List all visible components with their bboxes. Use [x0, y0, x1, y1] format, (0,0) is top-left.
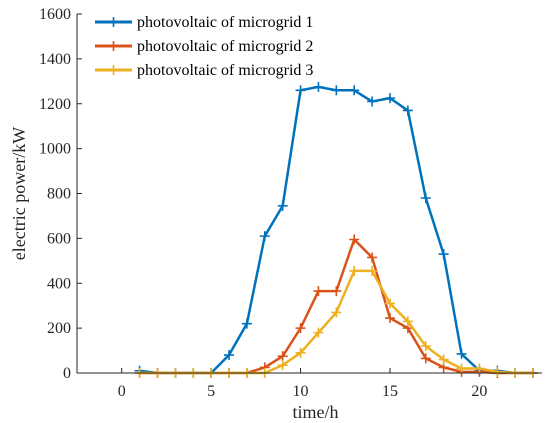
y-tick-label: 600: [47, 230, 71, 247]
data-point: [402, 105, 413, 116]
y-tick-label: 200: [47, 320, 71, 337]
y-tick-label: 800: [47, 186, 71, 203]
legend-marker-2: [108, 41, 119, 51]
data-point: [277, 200, 288, 211]
x-axis-ticks: 0 5 10 15 20: [118, 368, 487, 400]
data-point: [295, 347, 306, 358]
data-point: [384, 298, 395, 309]
y-axis-ticks: 0 200 400 600 800 1000 1200 1400 1600: [39, 6, 82, 382]
data-point: [313, 81, 324, 92]
data-point: [367, 265, 378, 276]
x-tick-label: 5: [207, 383, 215, 400]
x-axis-label: time/h: [293, 402, 339, 422]
legend-marker-1: [108, 17, 119, 27]
data-point: [349, 234, 360, 245]
x-tick-label: 0: [118, 383, 126, 400]
data-point: [277, 360, 288, 371]
series-2: [134, 234, 539, 378]
data-point: [349, 265, 360, 276]
x-tick-label: 20: [471, 383, 487, 400]
data-point: [420, 192, 431, 203]
series-line-1: [139, 85, 534, 375]
y-axis-label: electric power/kW: [9, 127, 29, 260]
series-layer: [134, 81, 539, 378]
data-point: [420, 341, 431, 352]
data-point: [438, 354, 449, 365]
series-line-2: [139, 238, 534, 375]
y-tick-label: 400: [47, 275, 71, 292]
y-tick-label: 1600: [39, 6, 71, 23]
data-point: [384, 93, 395, 104]
data-point: [438, 249, 449, 260]
data-point: [313, 327, 324, 338]
legend-entry-1: photovoltaic of microgrid 1: [95, 14, 313, 31]
y-tick-label: 1000: [39, 141, 71, 158]
data-point: [241, 318, 252, 329]
data-point: [277, 351, 288, 362]
data-point: [331, 286, 342, 297]
data-point: [295, 323, 306, 334]
data-point: [349, 85, 360, 96]
data-point: [402, 316, 413, 327]
legend-label-3: photovoltaic of microgrid 3: [137, 62, 313, 79]
data-point: [384, 313, 395, 324]
legend-entry-3: photovoltaic of microgrid 3: [95, 62, 313, 79]
series-1: [134, 81, 539, 378]
legend-marker-3: [108, 65, 119, 75]
series-3: [134, 265, 539, 378]
y-tick-label: 0: [63, 365, 71, 382]
data-point: [492, 366, 503, 377]
legend-label-2: photovoltaic of microgrid 2: [137, 38, 313, 55]
data-point: [456, 363, 467, 374]
data-point: [224, 350, 235, 361]
x-tick-label: 15: [382, 383, 398, 400]
data-point: [295, 85, 306, 96]
legend-entry-2: photovoltaic of microgrid 2: [95, 38, 313, 55]
data-point: [420, 353, 431, 364]
legend-label-1: photovoltaic of microgrid 1: [137, 14, 313, 31]
x-tick-label: 10: [293, 383, 309, 400]
y-tick-label: 1200: [39, 96, 71, 113]
data-point: [367, 252, 378, 263]
data-point: [313, 286, 324, 297]
data-point: [259, 231, 270, 242]
legend: photovoltaic of microgrid 1 photovoltaic…: [95, 14, 313, 79]
data-point: [456, 348, 467, 359]
data-point: [367, 96, 378, 107]
data-point: [474, 363, 485, 374]
y-tick-label: 1400: [39, 51, 71, 68]
data-point: [331, 307, 342, 318]
data-point: [331, 85, 342, 96]
